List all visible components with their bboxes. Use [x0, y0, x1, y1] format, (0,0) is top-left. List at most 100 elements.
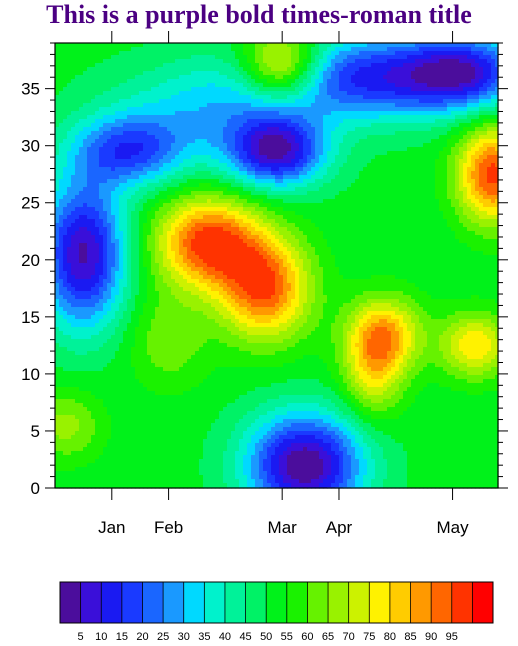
contour-cell — [223, 159, 228, 164]
contour-cell — [247, 215, 252, 220]
contour-cell — [291, 147, 296, 152]
contour-cell — [211, 139, 216, 144]
contour-cell — [263, 147, 268, 152]
contour-cell — [171, 135, 176, 140]
contour-cell — [327, 59, 332, 64]
contour-cell — [239, 159, 244, 164]
contour-cell — [399, 215, 404, 220]
contour-cell — [335, 71, 340, 76]
contour-cell — [71, 123, 76, 128]
contour-cell — [231, 167, 236, 172]
contour-cell — [183, 183, 188, 188]
contour-cell — [127, 175, 132, 180]
contour-cell — [395, 59, 400, 64]
contour-cell — [247, 51, 252, 56]
contour-cell — [119, 207, 124, 212]
contour-cell — [411, 115, 416, 120]
contour-cell — [359, 211, 364, 216]
contour-cell — [359, 135, 364, 140]
contour-cell — [139, 211, 144, 216]
contour-cell — [339, 139, 344, 144]
contour-cell — [195, 79, 200, 84]
contour-cell — [235, 203, 240, 208]
contour-cell — [83, 59, 88, 64]
contour-cell — [119, 183, 124, 188]
contour-cell — [247, 103, 252, 108]
contour-cell — [375, 171, 380, 176]
contour-cell — [123, 203, 128, 208]
contour-cell — [323, 43, 328, 48]
contour-cell — [331, 163, 336, 168]
contour-cell — [403, 147, 408, 152]
contour-cell — [343, 175, 348, 180]
contour-cell — [411, 43, 416, 48]
contour-cell — [475, 199, 480, 204]
contour-cell — [239, 103, 244, 108]
contour-cell — [479, 143, 484, 148]
contour-cell — [383, 63, 388, 68]
contour-cell — [275, 143, 280, 148]
contour-cell — [191, 143, 196, 148]
contour-cell — [159, 159, 164, 164]
contour-cell — [467, 127, 472, 132]
contour-cell — [411, 67, 416, 72]
contour-cell — [491, 163, 496, 168]
contour-cell — [95, 151, 100, 156]
contour-cell — [383, 155, 388, 160]
contour-cell — [335, 91, 340, 96]
contour-cell — [459, 195, 464, 200]
contour-cell — [387, 151, 392, 156]
contour-cell — [483, 179, 488, 184]
contour-cell — [363, 119, 368, 124]
contour-cell — [63, 67, 68, 72]
contour-cell — [215, 159, 220, 164]
contour-cell — [475, 207, 480, 212]
contour-cell — [331, 59, 336, 64]
contour-cell — [291, 127, 296, 132]
contour-cell — [431, 199, 436, 204]
contour-cell — [287, 135, 292, 140]
contour-cell — [491, 83, 496, 88]
contour-cell — [431, 103, 436, 108]
contour-cell — [143, 55, 148, 60]
contour-cell — [243, 207, 248, 212]
contour-cell — [287, 211, 292, 216]
contour-cell — [399, 175, 404, 180]
contour-cell — [387, 147, 392, 152]
contour-cell — [291, 151, 296, 156]
contour-cell — [131, 95, 136, 100]
contour-cell — [487, 219, 492, 224]
contour-cell — [447, 219, 452, 224]
contour-cell — [471, 191, 476, 196]
contour-cell — [119, 131, 124, 136]
contour-cell — [339, 155, 344, 160]
contour-cell — [195, 183, 200, 188]
contour-cell — [71, 95, 76, 100]
contour-cell — [103, 143, 108, 148]
contour-cell — [335, 139, 340, 144]
contour-cell — [267, 91, 272, 96]
contour-cell — [211, 155, 216, 160]
contour-cell — [495, 139, 499, 144]
contour-cell — [83, 91, 88, 96]
contour-cell — [219, 159, 224, 164]
contour-cell — [155, 159, 160, 164]
contour-cell — [95, 55, 100, 60]
contour-cell — [483, 131, 488, 136]
contour-cell — [215, 79, 220, 84]
contour-cell — [227, 151, 232, 156]
contour-cell — [475, 211, 480, 216]
contour-cell — [471, 107, 476, 112]
contour-cell — [283, 95, 288, 100]
contour-cell — [223, 91, 228, 96]
contour-cell — [263, 115, 268, 120]
contour-cell — [99, 127, 104, 132]
contour-cell — [139, 115, 144, 120]
contour-cell — [175, 163, 180, 168]
contour-cell — [75, 171, 80, 176]
contour-cell — [319, 71, 324, 76]
contour-cell — [175, 155, 180, 160]
contour-cell — [183, 175, 188, 180]
contour-cell — [471, 103, 476, 108]
contour-cell — [95, 155, 100, 160]
